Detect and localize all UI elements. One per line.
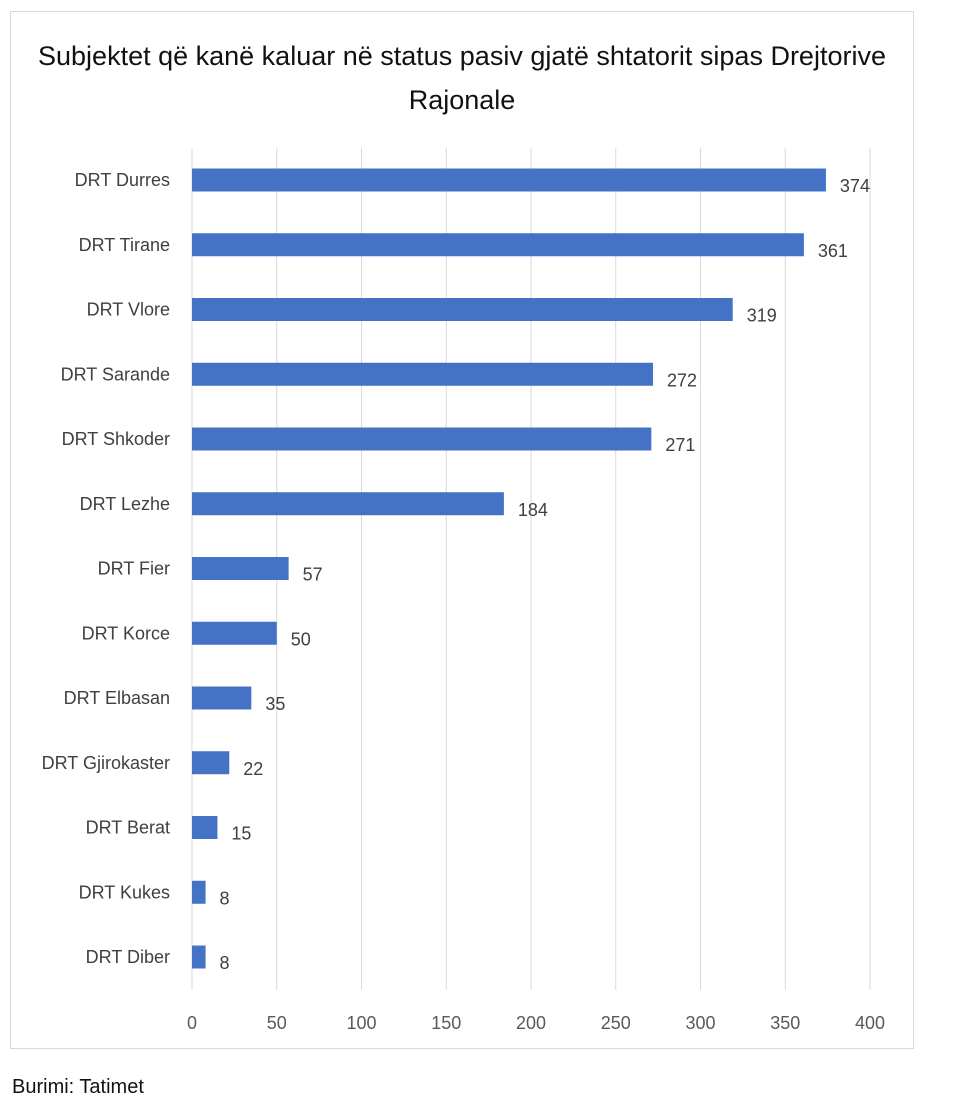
category-label: DRT Tirane — [79, 235, 170, 255]
data-label: 184 — [518, 500, 548, 520]
bar — [192, 686, 252, 710]
data-label: 8 — [220, 888, 230, 908]
bar — [192, 298, 733, 321]
bar — [192, 427, 652, 451]
x-tick-label: 400 — [855, 1013, 885, 1033]
chart-title: Subjektet që kanë kaluar në status pasiv… — [38, 41, 886, 115]
bar — [192, 751, 230, 775]
data-label: 8 — [220, 953, 230, 973]
x-tick-label: 200 — [516, 1013, 546, 1033]
bar — [192, 557, 289, 580]
category-label: DRT Fier — [98, 559, 170, 579]
category-label: DRT Durres — [75, 170, 170, 190]
bar — [192, 168, 826, 192]
bar — [192, 816, 218, 839]
category-label: DRT Shkoder — [62, 429, 170, 449]
x-tick-label: 50 — [267, 1013, 287, 1033]
data-label: 50 — [291, 629, 311, 649]
x-tick-label: 300 — [685, 1013, 715, 1033]
category-label: DRT Elbasan — [64, 688, 170, 708]
category-label: DRT Diber — [86, 947, 170, 967]
x-tick-label: 0 — [187, 1013, 197, 1033]
data-label: 57 — [303, 565, 323, 585]
x-tick-label: 250 — [601, 1013, 631, 1033]
data-label: 319 — [747, 306, 777, 326]
data-label: 374 — [840, 176, 870, 196]
bar — [192, 880, 206, 904]
bar — [192, 362, 654, 386]
x-tick-label: 150 — [431, 1013, 461, 1033]
source-note: Burimi: Tatimet — [12, 1076, 144, 1098]
data-label: 361 — [818, 241, 848, 261]
data-label: 22 — [243, 759, 263, 779]
data-label: 272 — [667, 370, 697, 390]
x-tick-label: 100 — [346, 1013, 376, 1033]
category-label: DRT Lezhe — [80, 494, 170, 514]
data-label: 15 — [231, 824, 251, 844]
bar — [192, 945, 206, 969]
category-label: DRT Sarande — [61, 364, 170, 384]
category-label: DRT Gjirokaster — [42, 753, 170, 773]
category-label: DRT Korce — [82, 623, 170, 643]
x-tick-label: 350 — [770, 1013, 800, 1033]
chart-frame — [10, 11, 914, 1049]
bar — [192, 492, 504, 516]
data-label: 35 — [265, 694, 285, 714]
category-label: DRT Vlore — [87, 300, 170, 320]
category-label: DRT Kukes — [79, 882, 170, 902]
bar — [192, 233, 804, 257]
bar — [192, 621, 277, 645]
data-label: 271 — [665, 435, 695, 455]
category-label: DRT Berat — [86, 818, 170, 838]
